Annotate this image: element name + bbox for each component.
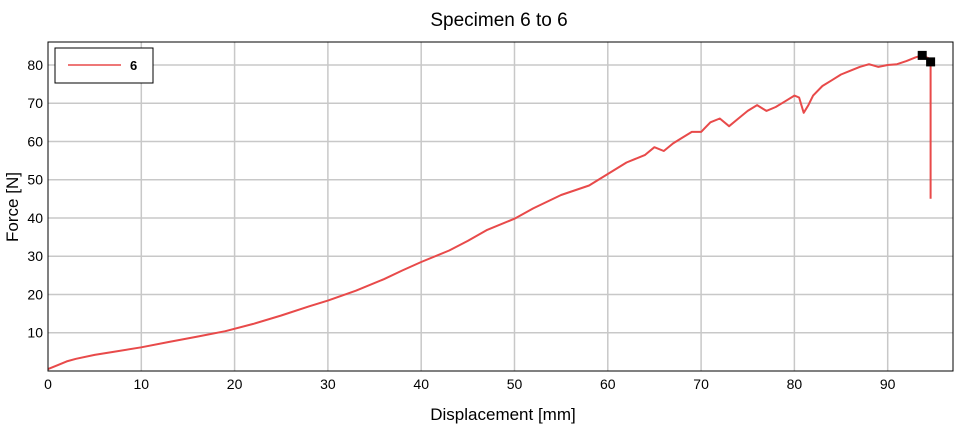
x-tick-label: 50 bbox=[507, 376, 523, 392]
y-tick-labels: 10 20 30 40 50 60 70 80 bbox=[27, 57, 43, 341]
series-line bbox=[47, 54, 932, 371]
x-tick-label: 90 bbox=[880, 376, 896, 392]
x-tick-label: 70 bbox=[693, 376, 709, 392]
end-marker bbox=[926, 57, 936, 67]
x-tick-labels: 0 10 20 30 40 50 60 70 80 90 bbox=[44, 376, 896, 392]
x-tick-label: 60 bbox=[600, 376, 616, 392]
x-tick-label: 10 bbox=[134, 376, 150, 392]
plot-series bbox=[47, 54, 932, 371]
end-markers bbox=[917, 50, 936, 67]
x-tick-label: 20 bbox=[227, 376, 243, 392]
y-tick-label: 60 bbox=[27, 133, 43, 149]
y-tick-label: 40 bbox=[27, 210, 43, 226]
legend-label: 6 bbox=[130, 58, 137, 73]
y-tick-label: 50 bbox=[27, 172, 43, 188]
x-axis-title: Displacement [mm] bbox=[430, 405, 575, 424]
x-tick-label: 0 bbox=[44, 376, 52, 392]
x-tick-label: 80 bbox=[787, 376, 803, 392]
y-tick-label: 20 bbox=[27, 286, 43, 302]
x-tick-label: 40 bbox=[413, 376, 429, 392]
legend: 6 bbox=[54, 47, 154, 84]
y-tick-label: 80 bbox=[27, 57, 43, 73]
y-axis-title: Force [N] bbox=[3, 172, 22, 242]
y-tick-label: 70 bbox=[27, 95, 43, 111]
y-tick-label: 30 bbox=[27, 248, 43, 264]
end-marker bbox=[917, 50, 927, 60]
chart-title: Specimen 6 to 6 bbox=[430, 10, 567, 31]
plot-frame bbox=[47, 41, 954, 372]
grid-lines bbox=[48, 42, 953, 371]
y-tick-label: 10 bbox=[27, 325, 43, 341]
x-tick-label: 30 bbox=[320, 376, 336, 392]
